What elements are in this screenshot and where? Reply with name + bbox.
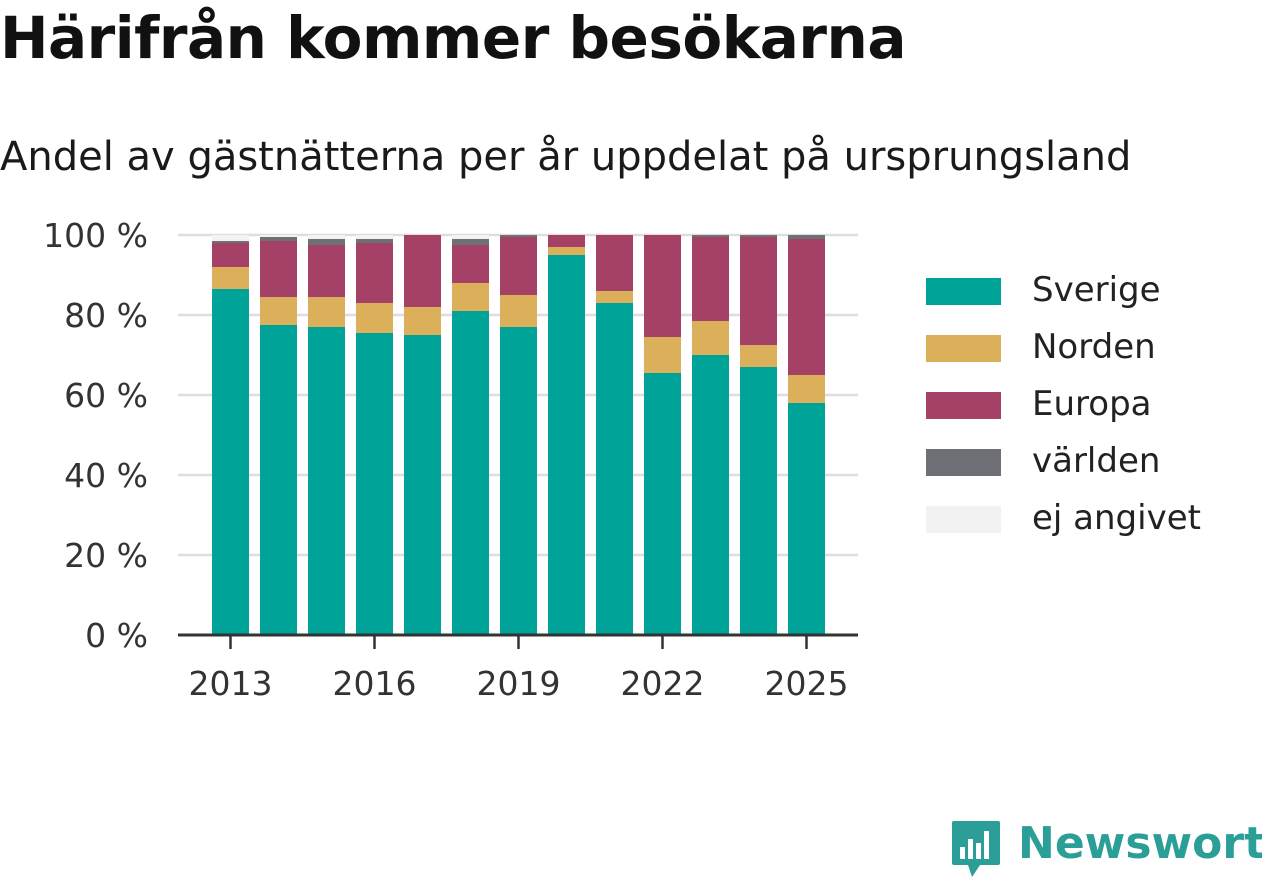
- bar-segment-Sverige: [788, 403, 825, 635]
- bar-segment-Norden: [404, 307, 441, 335]
- y-tick-label: 20 %: [64, 536, 148, 575]
- legend-label: världen: [1032, 441, 1161, 481]
- legend-label: Europa: [1032, 384, 1152, 424]
- bar-segment-Sverige: [356, 333, 393, 635]
- bar-segment-Sverige: [740, 367, 777, 635]
- bar-segment-Norden: [740, 345, 777, 367]
- bar-segment-världen: [452, 239, 489, 245]
- bar-segment-Sverige: [212, 289, 249, 635]
- bar-segment-Norden: [452, 283, 489, 311]
- y-tick-label: 40 %: [64, 456, 148, 495]
- bar-segment-världen: [356, 239, 393, 243]
- bar-segment-Sverige: [692, 355, 729, 635]
- bar-segment-Europa: [308, 245, 345, 297]
- bar-segment-Europa: [740, 237, 777, 345]
- x-tick-label: 2025: [765, 664, 849, 703]
- chart-title: Härifrån kommer besökarna: [0, 4, 906, 72]
- bar-segment-världen: [788, 235, 825, 239]
- logo-text: Newsworthy: [1018, 818, 1262, 869]
- bar-segment-Norden: [692, 321, 729, 355]
- bar-segment-Sverige: [548, 255, 585, 635]
- newsworthy-logo: Newsworthy: [950, 816, 1262, 880]
- y-tick-label: 0 %: [85, 616, 148, 655]
- bar-segment-ej-angivet: [212, 235, 249, 241]
- bar-segment-Europa: [500, 237, 537, 295]
- bar-segment-Norden: [212, 267, 249, 289]
- legend-swatch: [926, 449, 1001, 476]
- bar-segment-Europa: [644, 235, 681, 337]
- bar-segment-världen: [740, 235, 777, 237]
- bar-segment-Europa: [356, 243, 393, 303]
- bar-segment-världen: [260, 237, 297, 241]
- legend-label: ej angivet: [1032, 498, 1201, 538]
- bar-segment-Norden: [500, 295, 537, 327]
- x-tick-label: 2016: [333, 664, 417, 703]
- legend-label: Sverige: [1032, 270, 1161, 310]
- x-tick-label: 2013: [189, 664, 273, 703]
- bar-segment-Norden: [788, 375, 825, 403]
- bar-segment-ej-angivet: [452, 235, 489, 239]
- y-tick-label: 100 %: [43, 216, 148, 255]
- bar-chart-speech-bubble-icon: [952, 821, 1000, 877]
- bar-segment-Europa: [212, 243, 249, 267]
- bar-segment-världen: [212, 241, 249, 243]
- bar-segment-världen: [500, 235, 537, 237]
- bar-segment-ej-angivet: [260, 235, 297, 237]
- bar-segment-Norden: [644, 337, 681, 373]
- bars: [212, 235, 825, 635]
- bar-segment-Sverige: [404, 335, 441, 635]
- bar-segment-Europa: [548, 235, 585, 247]
- bar-segment-Sverige: [644, 373, 681, 635]
- bar-segment-Norden: [356, 303, 393, 333]
- axes: 0 % 20 % 40 % 60 % 80 % 100 % 2013 2016 2019 2022…: [43, 216, 858, 703]
- bar-segment-Sverige: [260, 325, 297, 635]
- bar-segment-Sverige: [596, 303, 633, 635]
- legend-label: Norden: [1032, 327, 1156, 367]
- x-tick-label: 2022: [621, 664, 705, 703]
- bar-segment-ej-angivet: [356, 235, 393, 239]
- bar-segment-Europa: [788, 239, 825, 375]
- y-tick-label: 60 %: [64, 376, 148, 415]
- bar-segment-Norden: [260, 297, 297, 325]
- bar-segment-ej-angivet: [308, 235, 345, 239]
- chart-subtitle: Andel av gästnätterna per år uppdelat på…: [0, 134, 1132, 180]
- bar-segment-Norden: [548, 247, 585, 255]
- bar-segment-Sverige: [308, 327, 345, 635]
- stacked-bar-chart: 0 % 20 % 40 % 60 % 80 % 100 % 2013 2016 2019 2022…: [43, 216, 858, 703]
- bar-segment-Sverige: [500, 327, 537, 635]
- y-tick-label: 80 %: [64, 296, 148, 335]
- bar-segment-Europa: [692, 237, 729, 321]
- bar-segment-Norden: [308, 297, 345, 327]
- bar-segment-Sverige: [452, 311, 489, 635]
- legend-swatch: [926, 278, 1001, 305]
- bar-segment-världen: [692, 235, 729, 237]
- legend-swatch: [926, 335, 1001, 362]
- bar-segment-Europa: [404, 235, 441, 307]
- bar-segment-Europa: [452, 245, 489, 283]
- bar-segment-Norden: [596, 291, 633, 303]
- x-tick-label: 2019: [477, 664, 561, 703]
- legend-swatch: [926, 392, 1001, 419]
- bar-segment-världen: [308, 239, 345, 245]
- legend-swatch: [926, 506, 1001, 533]
- bar-segment-Europa: [260, 241, 297, 297]
- bar-segment-Europa: [596, 235, 633, 291]
